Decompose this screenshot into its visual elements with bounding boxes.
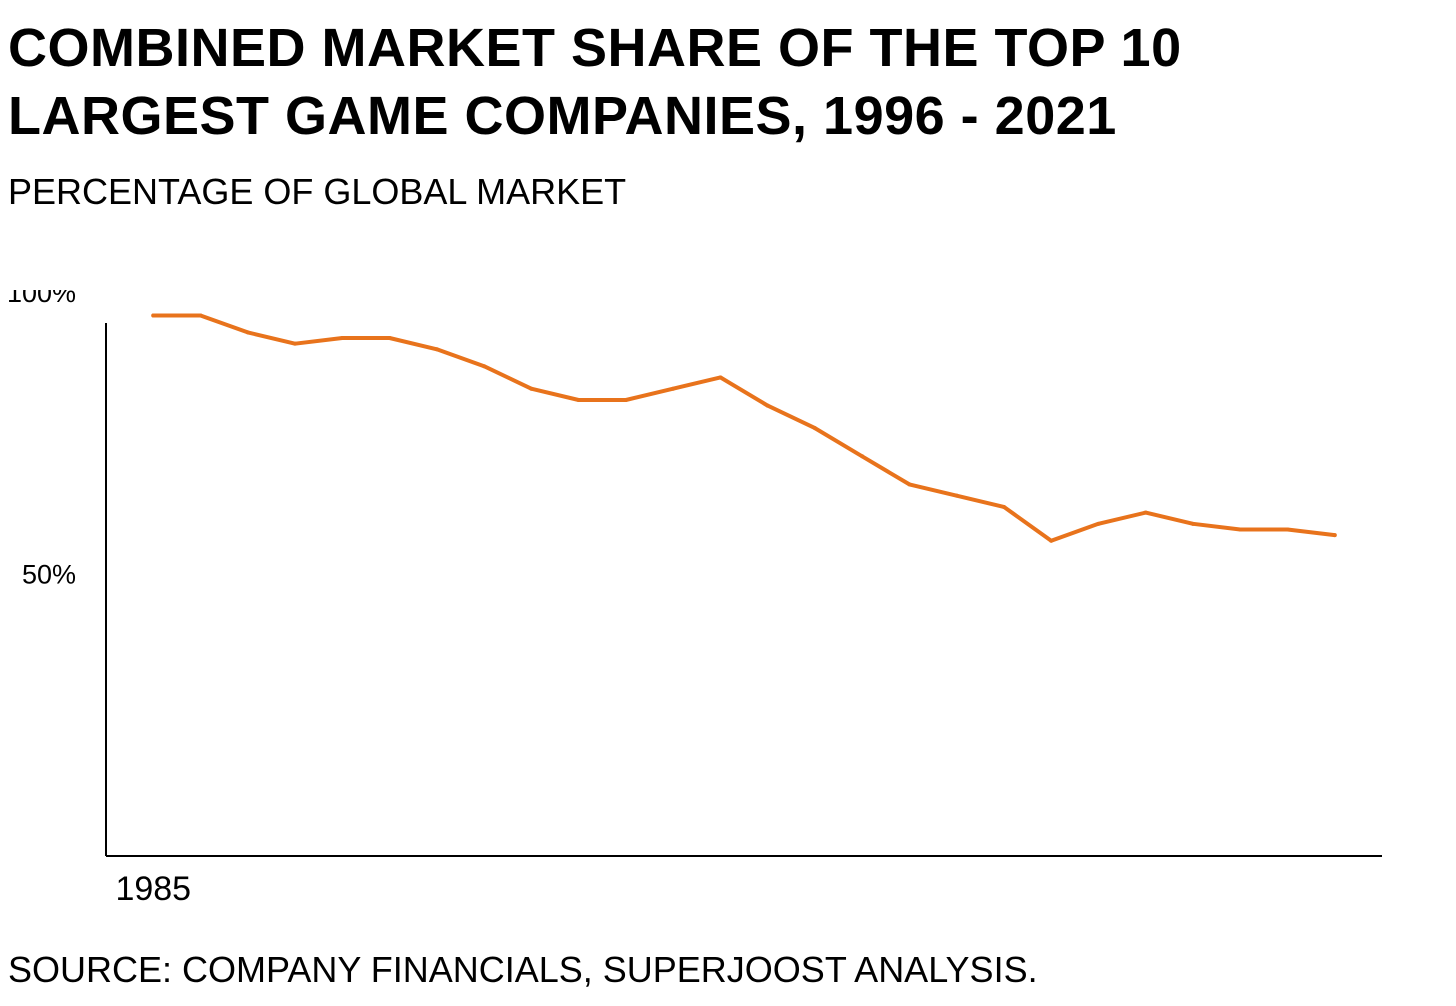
- y-tick-label: 100%: [7, 290, 76, 308]
- data-point: [860, 454, 865, 459]
- data-point: [1143, 510, 1148, 515]
- data-point: [387, 336, 392, 341]
- data-points: [151, 313, 1337, 543]
- data-point: [1285, 527, 1290, 532]
- chart-subtitle: PERCENTAGE OF GLOBAL MARKET: [8, 171, 627, 212]
- data-point: [1190, 521, 1195, 526]
- x-tick-labels: 1985: [115, 870, 191, 908]
- y-tick-labels: 100% 50%: [7, 290, 76, 590]
- x-tick-label: 1985: [115, 870, 191, 908]
- data-point: [293, 341, 298, 346]
- data-point: [245, 330, 250, 335]
- data-point: [718, 375, 723, 380]
- data-point: [151, 313, 156, 318]
- data-point: [671, 386, 676, 391]
- data-point: [1001, 504, 1006, 509]
- chart-title: COMBINED MARKET SHARE OF THE TOP 10 LARG…: [8, 18, 1182, 146]
- data-point: [340, 336, 345, 341]
- line-chart: 100% 50% 1985: [7, 290, 1382, 908]
- data-point: [482, 364, 487, 369]
- data-point: [623, 397, 628, 402]
- data-point: [1238, 527, 1243, 532]
- data-point: [765, 403, 770, 408]
- data-point: [954, 493, 959, 498]
- data-point: [812, 426, 817, 431]
- series-line: [151, 313, 1337, 543]
- data-point: [907, 482, 912, 487]
- data-point: [198, 313, 203, 318]
- data-point: [1096, 521, 1101, 526]
- source-note: SOURCE: COMPANY FINANCIALS, SUPERJOOST A…: [8, 949, 1038, 990]
- data-point: [434, 347, 439, 352]
- data-point: [576, 397, 581, 402]
- y-tick-label: 50%: [22, 560, 76, 590]
- data-point: [1049, 538, 1054, 543]
- data-point: [529, 386, 534, 391]
- data-point: [1332, 533, 1337, 538]
